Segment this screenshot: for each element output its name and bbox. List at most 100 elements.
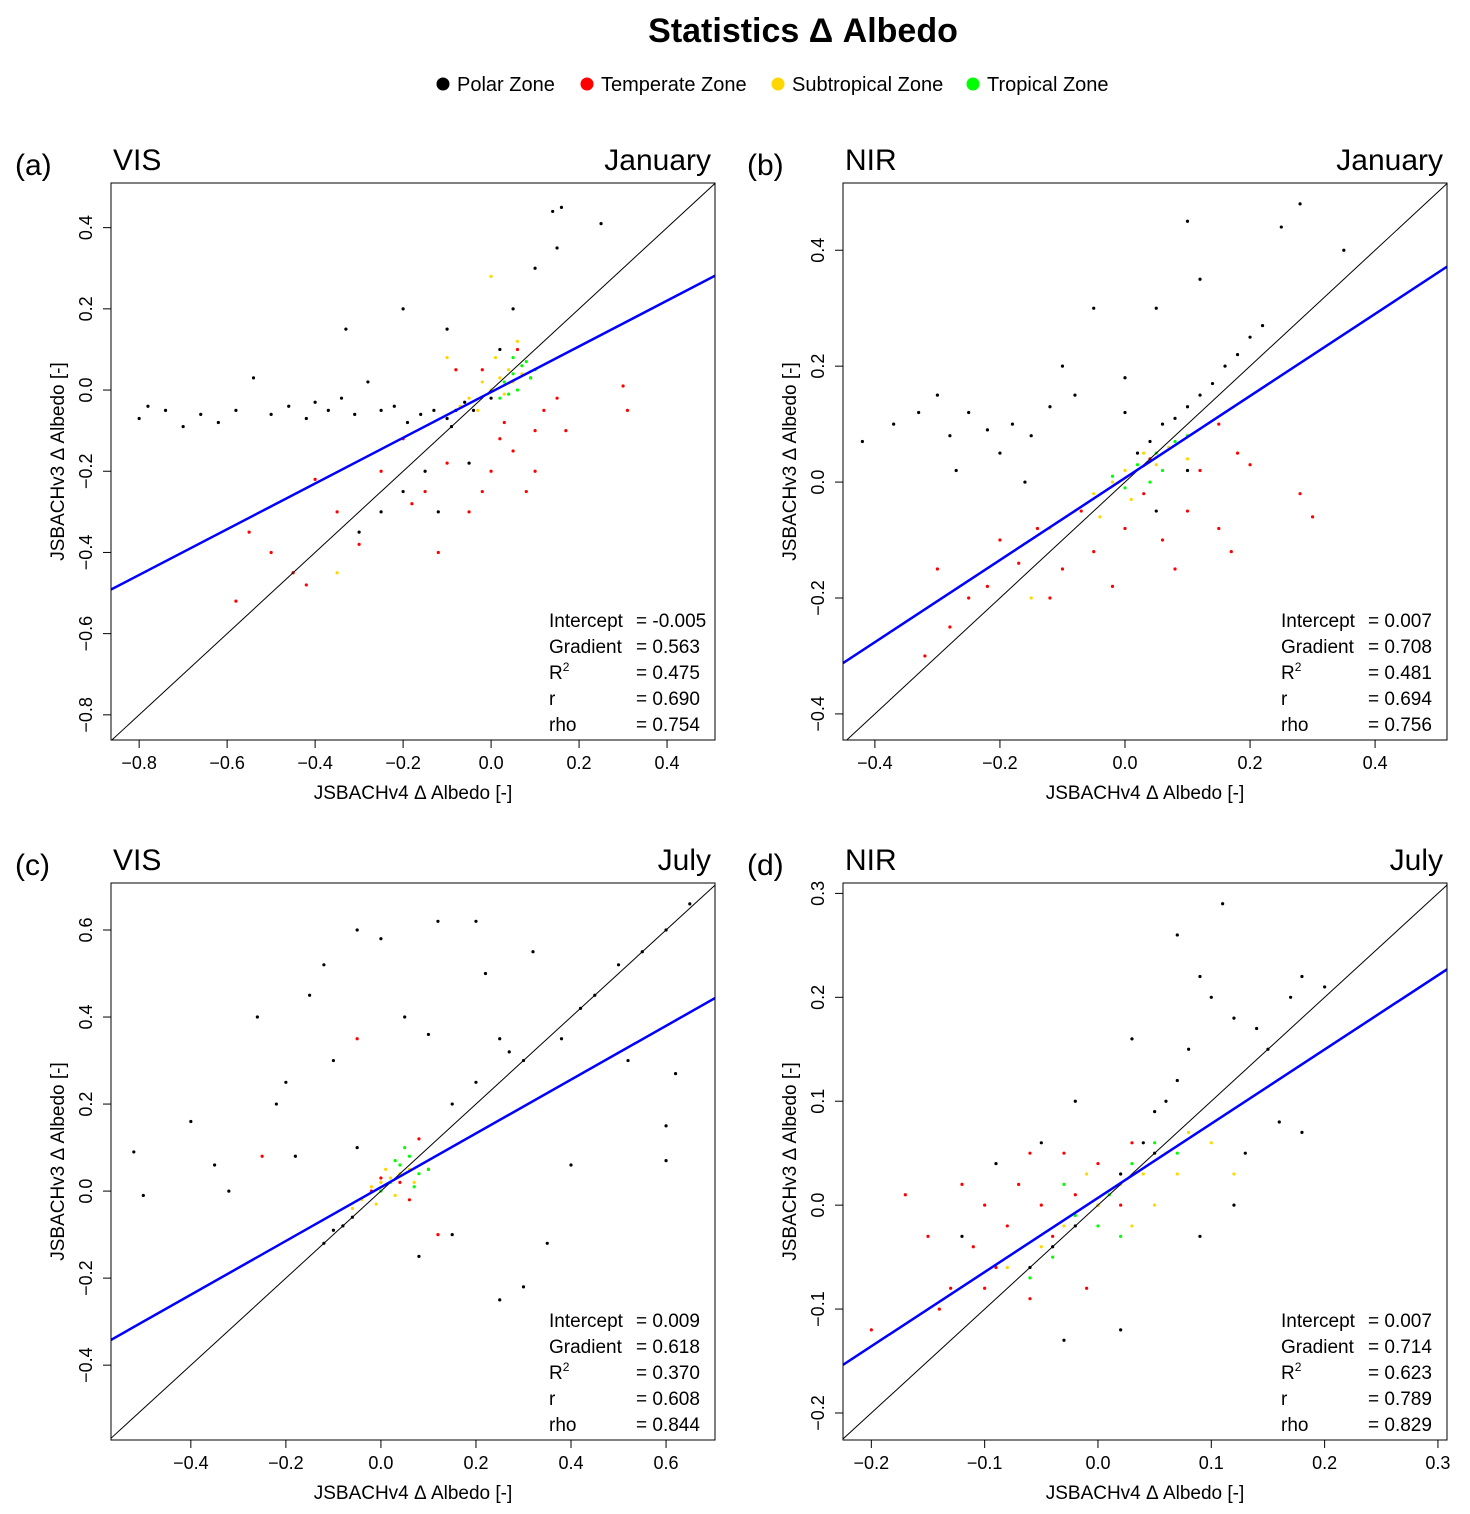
data-point [555, 246, 559, 250]
legend-label: Subtropical Zone [792, 74, 943, 96]
data-point [1232, 1203, 1236, 1207]
data-point [454, 368, 458, 372]
data-point [284, 1080, 288, 1084]
data-point [436, 550, 440, 555]
data-point [533, 469, 537, 473]
stat-label: R2 [1281, 660, 1302, 684]
stat-value: = -0.005 [636, 611, 706, 632]
data-point [1248, 335, 1252, 339]
data-point [436, 1233, 440, 1237]
data-point [417, 1254, 421, 1258]
data-point [948, 434, 952, 438]
stat-name: R [1281, 1363, 1295, 1384]
x-axis-label: JSBACHv4 Δ Albedo [-] [314, 1483, 513, 1504]
series-temperate-zone [869, 1141, 1134, 1332]
statistics-box: Intercept = 0.007 Gradient = 0.708 R2 = 0.481… [1281, 611, 1432, 736]
data-point [998, 451, 1002, 455]
data-point [1209, 995, 1213, 999]
stat-value: = 0.563 [636, 637, 700, 658]
data-point [564, 429, 568, 433]
stat-value: = 0.789 [1368, 1389, 1432, 1410]
data-point [401, 307, 405, 311]
data-point [983, 1203, 987, 1207]
data-point [1217, 422, 1221, 426]
stat-value: = 0.694 [1368, 689, 1432, 710]
data-point [507, 1050, 511, 1054]
data-point [626, 1058, 630, 1063]
x-axis: −0.4 −0.2 0.0 0.2 0.4 JSBACHv4 Δ Albedo [-] [857, 739, 1388, 804]
data-point [1096, 1161, 1100, 1166]
stat-name: Gradient [1281, 1337, 1355, 1358]
data-point [350, 1206, 355, 1211]
data-point [1029, 434, 1033, 438]
data-point [1051, 1234, 1055, 1238]
x-tick-label: 0.0 [368, 1453, 393, 1473]
data-point [423, 489, 427, 494]
data-point [1135, 463, 1140, 467]
series-polar-zone [860, 202, 1346, 513]
data-point [935, 567, 940, 571]
data-point [1232, 1172, 1236, 1176]
data-point [1092, 550, 1096, 554]
data-point [412, 1185, 416, 1189]
x-tick-label: 0.2 [567, 753, 592, 773]
data-point [1142, 451, 1146, 455]
stat-value: = 0.007 [1368, 1311, 1432, 1332]
panel-month: January [1336, 144, 1443, 177]
data-point [1229, 550, 1233, 554]
data-point [1035, 526, 1040, 531]
data-point [247, 530, 251, 534]
data-point [960, 1234, 964, 1238]
data-point [1154, 306, 1158, 310]
data-point [569, 1163, 573, 1167]
data-point [869, 1328, 873, 1332]
data-point [1079, 509, 1083, 513]
data-point [474, 1080, 478, 1084]
data-point [1073, 1193, 1077, 1197]
stat-name: rho [1281, 715, 1308, 736]
data-point [903, 1193, 907, 1197]
x-axis: −0.8 −0.6 −0.4 −0.2 0.0 0.2 0.4 JSBACHv4 Δ Albe… [121, 739, 680, 804]
data-point [994, 1161, 998, 1166]
data-point [1277, 1120, 1281, 1124]
data-point [599, 221, 603, 226]
stat-value: = 0.618 [636, 1337, 700, 1358]
data-point [529, 376, 533, 380]
data-point [1123, 468, 1127, 473]
data-point [417, 1172, 421, 1176]
data-point [1039, 1203, 1043, 1207]
y-axis-label: JSBACHv3 Δ Albedo [-] [48, 1062, 69, 1261]
data-point [423, 469, 427, 473]
data-point [621, 384, 625, 388]
regression-line [111, 274, 715, 591]
data-point [1209, 1141, 1213, 1145]
data-point [917, 410, 921, 415]
data-point [412, 1180, 416, 1184]
data-point [542, 408, 546, 412]
data-point [331, 1228, 336, 1232]
data-point [507, 368, 511, 372]
data-point [1017, 561, 1021, 565]
data-point [1185, 457, 1190, 461]
panel-band: VIS [113, 844, 161, 877]
data-point [664, 1159, 668, 1163]
data-point [971, 1245, 975, 1249]
data-point [1085, 1286, 1089, 1290]
y-tick-label: 0.2 [808, 985, 828, 1010]
stat-value: = 0.829 [1368, 1415, 1432, 1436]
data-point [1073, 1099, 1077, 1103]
stat-label: R2 [549, 1360, 570, 1384]
panel-month: January [604, 144, 711, 177]
x-tick-label: 0.6 [654, 1453, 679, 1473]
stat-label: R2 [1281, 1360, 1302, 1384]
data-point [1198, 277, 1202, 281]
data-point [1148, 480, 1152, 484]
data-point [937, 1307, 941, 1311]
data-point [379, 469, 383, 473]
data-point [502, 380, 506, 384]
data-point [1173, 416, 1177, 420]
data-point [313, 400, 317, 404]
data-point [559, 205, 564, 209]
data-point [1153, 1203, 1157, 1207]
data-point [1129, 497, 1133, 502]
